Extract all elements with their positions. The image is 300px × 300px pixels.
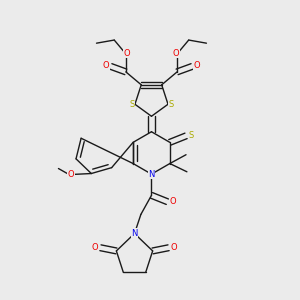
Text: S: S — [189, 131, 194, 140]
Text: S: S — [129, 100, 135, 109]
Text: O: O — [194, 61, 200, 70]
Text: O: O — [124, 49, 130, 58]
Text: S: S — [168, 100, 174, 109]
Text: O: O — [170, 243, 177, 252]
Text: O: O — [172, 49, 179, 58]
Text: N: N — [148, 169, 155, 178]
Text: O: O — [169, 197, 176, 206]
Text: O: O — [68, 170, 74, 179]
Text: N: N — [131, 229, 138, 238]
Text: O: O — [92, 243, 98, 252]
Text: O: O — [103, 61, 110, 70]
